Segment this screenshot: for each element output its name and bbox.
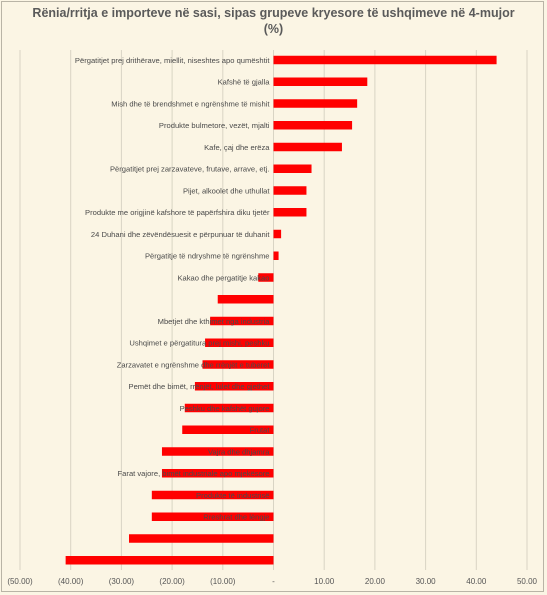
category-label: Pemët dhe bimët, rrënjët, lulet dhe gjet… [129,382,271,391]
bar [151,512,274,521]
category-label: Zarzavatet e ngrënshme dhe rrënjët e tub… [117,360,271,369]
category-label: Pijet, alkoolet dhe uthullat [183,186,270,195]
x-tick-label: (30.00) [109,577,135,586]
x-tick-label: (10.00) [210,577,236,586]
bar [184,403,274,413]
bar [205,338,274,347]
x-tick-label: 10.00 [314,577,335,586]
bar [273,142,342,152]
bar [273,164,312,173]
x-tick-label: 20.00 [365,577,386,586]
x-tick-label: 30.00 [416,577,437,586]
category-label: Mbetjet dhe kthimet nga industria [158,317,271,326]
bar [273,208,307,217]
x-tick-label: - [272,577,275,586]
x-tick-label: (50.00) [7,577,33,586]
chart-subtitle-text: (%) [263,22,284,36]
bar [161,469,274,478]
category-label: Kafe, çaj dhe erëza [204,143,270,152]
bar [273,99,358,108]
bar [129,534,274,543]
category-label: Përgatitjet prej drithërave, miellit, ni… [75,56,270,65]
category-label: Mish dhe të brendshmet e ngrënshme të mi… [111,99,270,108]
bar [273,55,497,65]
x-tick-label: 40.00 [466,577,487,586]
bar [202,360,274,369]
x-tick-label: (20.00) [159,577,185,586]
category-label: Kakao dhe pergatitje kakao [177,273,269,282]
category-labels: Përgatitjet prej drithërave, miellit, ni… [75,56,270,522]
category-label: Përgatitje të ndryshme të ngrënshme [145,252,270,261]
chart-title-text: Rënia/rritja e importeve në sasi, sipas … [32,6,515,20]
category-label: 24 Duhani dhe zëvëndësuesit e përpunuar … [91,230,270,239]
x-tick-label: 50.00 [517,577,538,586]
bar [273,229,282,239]
category-label: Rreshrat dhe lëngje [203,513,269,522]
bar [151,490,274,500]
category-label: Produkte bulmetore, vezët, mjalti [159,121,270,130]
bar [217,295,274,304]
category-label: Vajra dhe dhjamra [208,447,270,456]
category-label: Produkte të industrisë [196,491,269,500]
chart-title: Rënia/rritja e importeve në sasi, sipas … [0,5,547,37]
category-label: Produkte me origjinë kafshore të papërfs… [85,208,270,217]
bars [65,55,497,565]
category-label: Frutat [250,426,271,435]
x-tick-label: (40.00) [58,577,84,586]
bar [210,316,274,326]
bar [258,273,274,282]
category-label: Përgatitjet prej zarzavateve, frutave, a… [110,165,270,174]
bar [273,186,307,195]
category-label: Ushqimet e përgatitura prej mishi, peshk… [129,339,269,348]
bar [161,447,274,456]
category-label: Kafshë të gjalla [218,78,271,87]
bar [194,382,274,391]
category-label: Peshku dhe kafshët gujore [180,404,270,413]
x-tick-labels: (50.00) (40.00) (30.00) (20.00) (10.00) - 10.0… [7,577,537,586]
category-label: Farat vajore, bimët industriale apo mjek… [118,469,270,478]
bar [273,121,353,130]
grid-lines [19,50,528,570]
bar [182,425,274,434]
bar [273,77,368,86]
bar [65,556,274,565]
bar [273,251,279,260]
